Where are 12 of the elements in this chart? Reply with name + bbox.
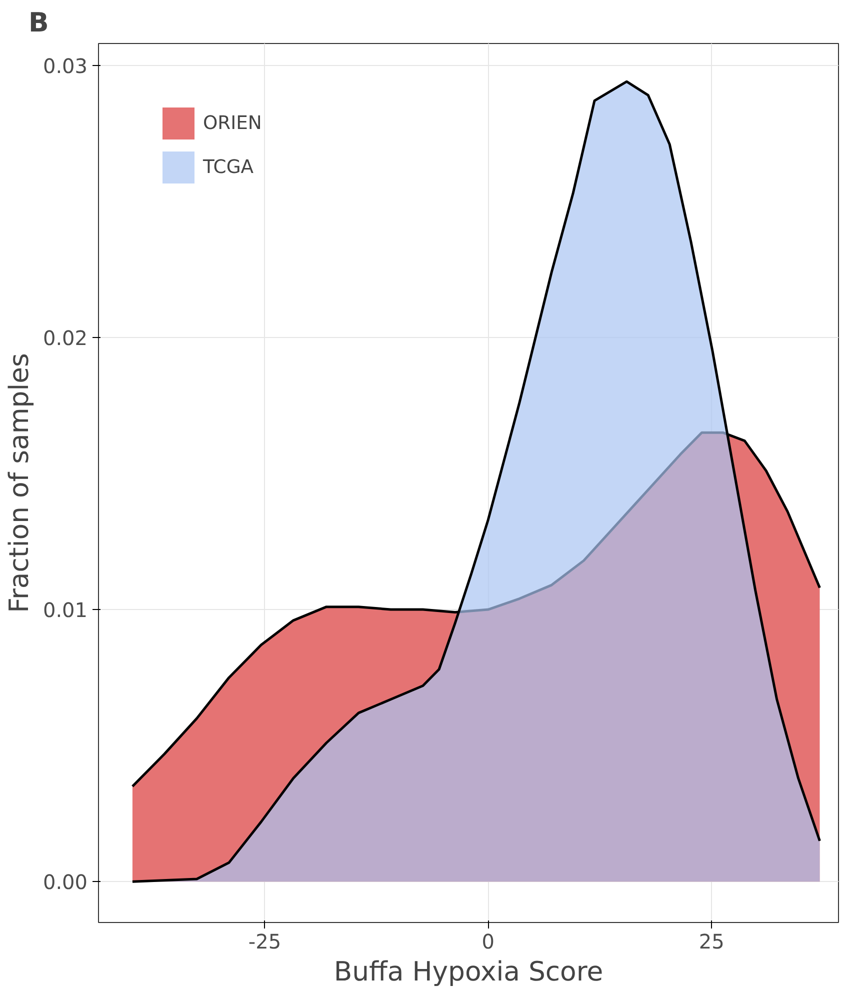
legend-label: TCGA xyxy=(203,156,254,178)
x-tick-label: -25 xyxy=(248,930,282,954)
x-tick-label: 25 xyxy=(698,930,724,954)
y-tick-label: 0.01 xyxy=(42,598,88,622)
y-tick-label: 0.03 xyxy=(42,54,88,78)
text: B xyxy=(28,8,49,38)
y-tick-label: 0.02 xyxy=(42,326,88,350)
legend-label: ORIEN xyxy=(203,112,262,134)
x-tick-label: 0 xyxy=(482,930,495,954)
y-axis-title: Fraction of samples xyxy=(4,353,35,613)
y-tick-label: 0.00 xyxy=(42,870,88,894)
x-axis-title: Buffa Hypoxia Score xyxy=(334,956,604,988)
